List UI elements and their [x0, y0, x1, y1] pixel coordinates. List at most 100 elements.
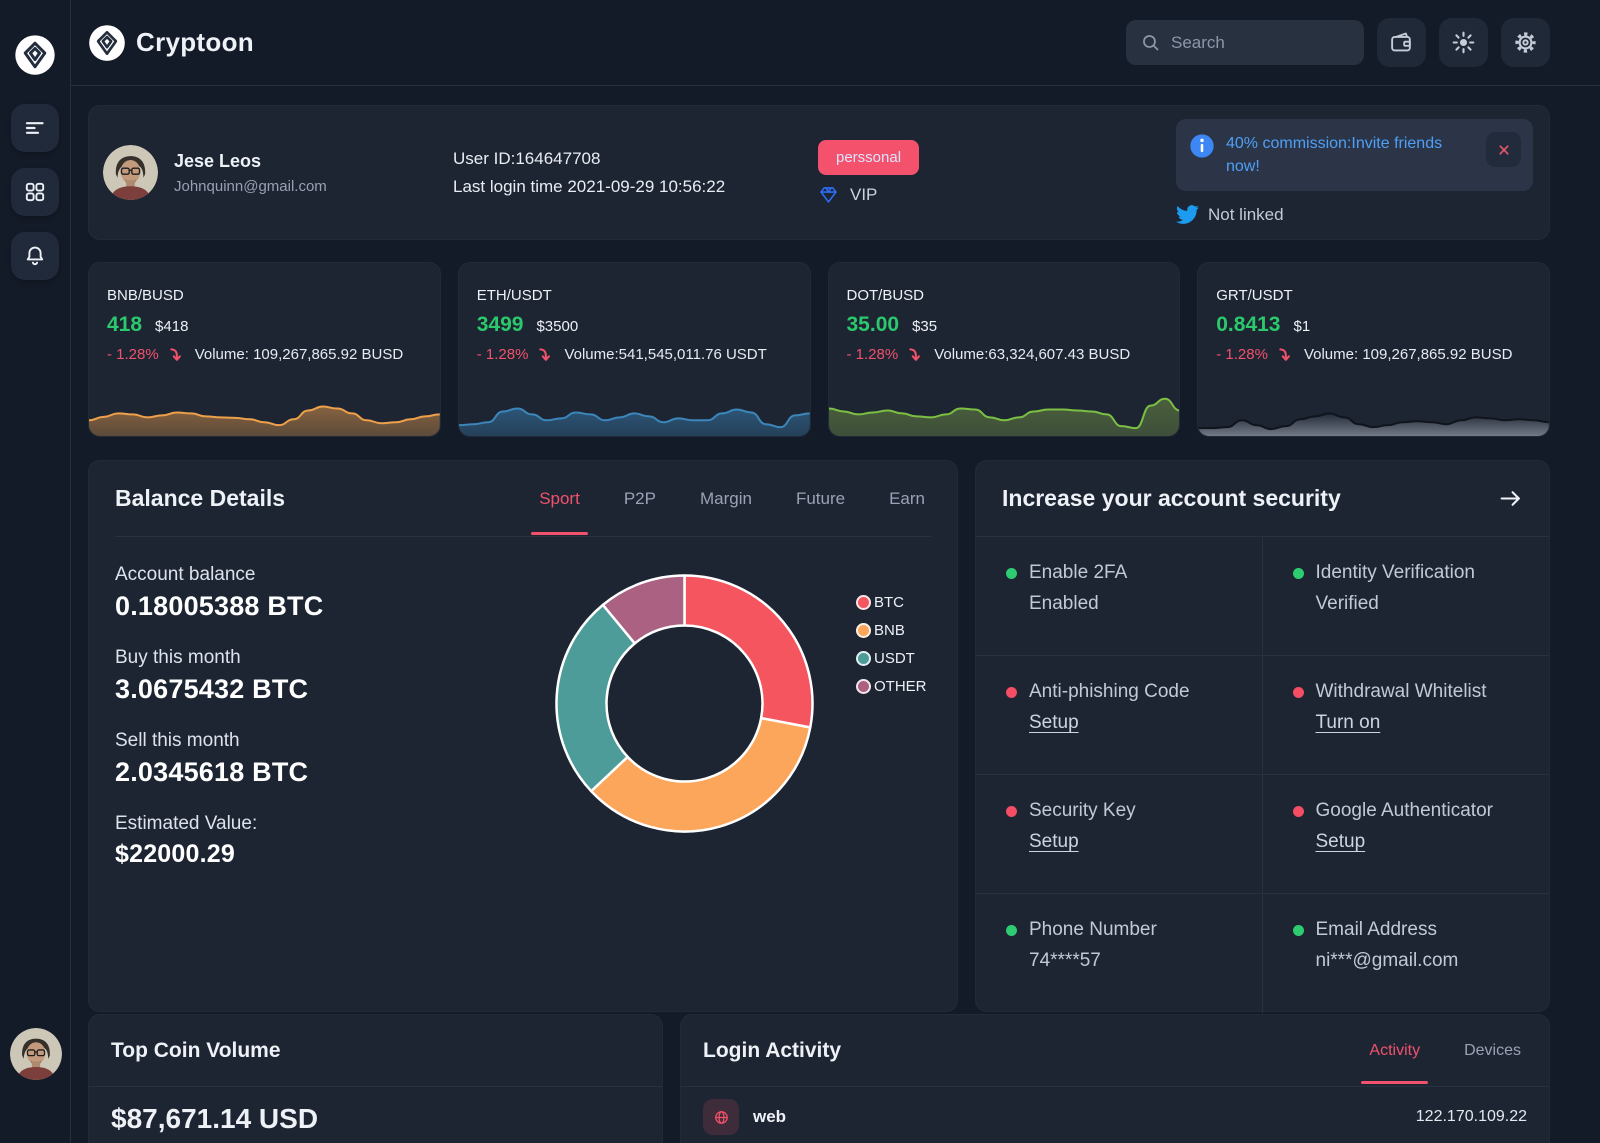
legend-label-other: OTHER: [874, 678, 927, 695]
buy-month-label: Buy this month: [115, 647, 241, 668]
security-title: Increase your account security: [1002, 485, 1341, 511]
pair-volume: Volume:541,545,011.76 USDT: [564, 346, 767, 363]
pair-change: - 1.28%: [1216, 346, 1268, 363]
vip-status: VIP: [818, 184, 1068, 205]
account-type-badge[interactable]: perssonal: [818, 140, 920, 175]
bell-icon: [23, 244, 47, 268]
legend-dot-other: [856, 679, 871, 694]
user-avatar[interactable]: [103, 145, 158, 200]
vip-label: VIP: [850, 184, 878, 204]
notifications-button[interactable]: [11, 232, 59, 280]
security-item-securitykey: Security Key Setup: [976, 775, 1263, 894]
login-activity-tabs: Activity Devices: [1361, 1041, 1521, 1084]
sidebar-user-avatar[interactable]: [10, 1028, 62, 1080]
info-icon: [1188, 132, 1216, 160]
setup-link[interactable]: Setup: [1029, 712, 1079, 733]
pair-label: GRT/USDT: [1216, 287, 1293, 304]
market-card-eth-usdt[interactable]: ETH/USDT 3499 $3500 - 1.28% Volume:541,5…: [457, 262, 811, 437]
market-card-grt-usdt[interactable]: GRT/USDT 0.8413 $1 - 1.28% Volume: 109,2…: [1197, 262, 1550, 437]
main-content: Jese Leos Johnquinn@gmail.com User ID:16…: [71, 86, 1600, 1143]
user-id: User ID:164647708: [453, 148, 601, 168]
login-activity-title: Login Activity: [703, 1038, 842, 1062]
balance-donut-chart: [552, 571, 817, 836]
pair-price: 0.8413: [1216, 313, 1281, 336]
market-card-dot-busd[interactable]: DOT/BUSD 35.00 $35 - 1.28% Volume:63,324…: [827, 262, 1181, 437]
wallet-button[interactable]: [1377, 18, 1426, 67]
tab-earn[interactable]: Earn: [889, 488, 925, 508]
apps-button[interactable]: [11, 168, 59, 216]
status-dot: [1292, 567, 1304, 579]
market-card-bnb-busd[interactable]: BNB/BUSD 418 $418 - 1.28% Volume: 109,26…: [88, 262, 441, 437]
tab-p2p[interactable]: P2P: [623, 488, 656, 508]
close-icon: [1495, 141, 1513, 159]
status-dot: [1292, 924, 1304, 936]
login-activity-row: web 122.170.109.22: [703, 1099, 1527, 1135]
tab-future[interactable]: Future: [795, 488, 846, 508]
notice-close-button[interactable]: [1486, 132, 1521, 167]
pair-usd-value: $3500: [536, 318, 579, 335]
login-activity-card: Login Activity Activity Devices web 122.…: [680, 1014, 1550, 1143]
pair-volume: Volume:63,324,607.43 BUSD: [934, 346, 1131, 363]
trend-down-icon: [166, 346, 183, 363]
sell-month-label: Sell this month: [115, 730, 240, 751]
pair-change: - 1.28%: [476, 346, 529, 363]
status-text: Enabled: [1029, 593, 1099, 614]
security-item-email: Email Address ni***@gmail.com: [1263, 894, 1550, 1013]
search-icon: [1140, 32, 1161, 53]
pair-change: - 1.28%: [846, 346, 899, 363]
legend-label-btc: BTC: [874, 594, 904, 611]
status-dot: [1006, 686, 1017, 698]
twitter-icon: [1176, 203, 1199, 226]
security-item-phone: Phone Number 74****57: [976, 894, 1263, 1013]
gear-icon: [1513, 30, 1538, 55]
globe-icon: [712, 1108, 731, 1127]
top-coin-value: $87,671.14 USD: [111, 1103, 319, 1134]
menu-button[interactable]: [11, 104, 59, 152]
tab-activity[interactable]: Activity: [1361, 1041, 1428, 1084]
pair-volume: Volume: 109,267,865.92 BUSD: [1303, 346, 1513, 363]
legend-dot-btc: [856, 595, 871, 610]
twitter-link-status[interactable]: Not linked: [1176, 203, 1533, 226]
commission-notice-text[interactable]: 40% commission:Invite friends now!: [1226, 135, 1443, 175]
app-logo-icon[interactable]: [14, 34, 56, 76]
status-dot: [1292, 686, 1304, 698]
login-ip: 122.170.109.22: [1415, 1108, 1527, 1125]
security-item-googleauth: Google Authenticator Setup: [1262, 775, 1549, 894]
topbar: Cryptoon: [71, 0, 1600, 86]
pair-usd-value: $1: [1293, 318, 1311, 335]
pair-change: - 1.28%: [107, 346, 159, 363]
security-item-identity: Identity Verification Verified: [1262, 537, 1549, 656]
sell-month-value: 2.0345618 BTC: [115, 757, 309, 787]
tab-sport[interactable]: Sport: [531, 488, 588, 535]
legend-label-bnb: BNB: [874, 622, 905, 639]
search-input[interactable]: [1171, 32, 1392, 53]
security-item-antiphishing: Anti-phishing Code Setup: [976, 656, 1263, 775]
pair-usd-value: $418: [155, 318, 189, 335]
status-dot: [1006, 567, 1017, 579]
turn-on-link[interactable]: Turn on: [1315, 712, 1381, 733]
status-dot: [1292, 805, 1304, 817]
arrow-right-icon[interactable]: [1498, 486, 1523, 511]
theme-toggle-button[interactable]: [1439, 18, 1488, 67]
trend-down-icon: [1275, 346, 1292, 363]
sparkline-chart: [1198, 381, 1549, 436]
sidebar: [0, 0, 71, 1143]
tab-devices[interactable]: Devices: [1464, 1041, 1521, 1059]
brand-logo-icon: [88, 24, 126, 62]
setup-link[interactable]: Setup: [1315, 831, 1366, 852]
account-balance-label: Account balance: [115, 564, 256, 585]
search-bar[interactable]: [1126, 20, 1418, 65]
brand: Cryptoon: [88, 24, 254, 62]
pair-volume: Volume: 109,267,865.92 BUSD: [194, 346, 404, 363]
grid-icon: [23, 180, 47, 204]
status-text: Verified: [1315, 593, 1379, 614]
diamond-icon: [818, 184, 839, 205]
settings-button[interactable]: [1501, 18, 1550, 67]
legend-dot-bnb: [856, 623, 871, 638]
security-item-2fa: Enable 2FA Enabled: [976, 537, 1263, 656]
pair-usd-value: $35: [912, 318, 938, 335]
tab-margin[interactable]: Margin: [699, 488, 752, 508]
legend-dot-usdt: [856, 651, 871, 666]
pair-label: BNB/BUSD: [107, 287, 184, 304]
setup-link[interactable]: Setup: [1029, 831, 1079, 852]
